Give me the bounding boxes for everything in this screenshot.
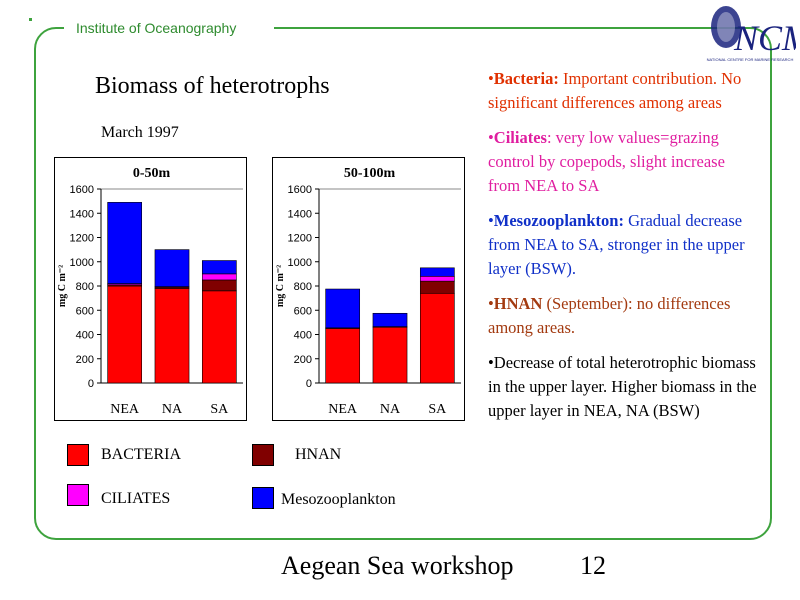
note-hnan: •HNAN (September): no differences among … [488, 294, 731, 337]
x-tick-label: SA [428, 402, 447, 417]
x-tick-label: NEA [328, 402, 358, 417]
legend-swatch-ciliates [67, 484, 89, 506]
y-axis-label: mg C m⁻² [275, 265, 286, 307]
x-tick-label: NA [162, 402, 183, 417]
bar-segment-bacteria [154, 288, 190, 384]
chart-50-100m-svg: 50-100m 0 200 400 600 800 1000 1200 1400 1600 mg C… [275, 166, 461, 417]
bar-segment-mesozooplankton [372, 312, 408, 327]
y-axis-label: mg C m⁻² [57, 265, 68, 307]
x-tick-label: NA [380, 402, 401, 417]
bar-segment-bacteria [201, 290, 237, 384]
chart-0-50m: 0-50m 0 200 400 600 800 1000 1200 1400 1600 mg C m… [54, 157, 247, 421]
x-tick-label: NEA [110, 402, 140, 417]
logo-text: NCMR [733, 18, 796, 58]
bar-segment-ciliates [201, 273, 237, 281]
note-ciliates: •Ciliates: very low values=grazing contr… [488, 128, 725, 195]
y-tick-label: 600 [76, 305, 94, 317]
bar-segment-mesozooplankton [107, 202, 143, 284]
y-tick-label: 600 [294, 305, 312, 317]
bar-segment-mesozooplankton [325, 288, 361, 329]
page-number: 12 [580, 551, 606, 580]
bar-segment-hnan [201, 279, 237, 292]
chart-title: 50-100m [344, 166, 396, 181]
legend-label-meso: Mesozooplankton [281, 491, 396, 508]
bar-segment-hnan [419, 280, 455, 294]
chart-title: 0-50m [133, 166, 171, 181]
y-tick-label: 400 [76, 330, 94, 342]
legend-label-bacteria: BACTERIA [101, 446, 181, 463]
legend-label-hnan: HNAN [295, 446, 342, 463]
legend-swatch-bacteria [67, 444, 89, 466]
y-tick-label: 0 [88, 378, 94, 390]
y-tick-label: 0 [306, 378, 312, 390]
slide-title: Biomass of heterotrophs [95, 73, 330, 99]
bar-segment-mesozooplankton [419, 267, 455, 277]
y-tick-label: 200 [76, 354, 94, 366]
corner-dot [29, 18, 32, 21]
legend-swatch-hnan [252, 444, 274, 466]
bar-segment-bacteria [372, 326, 408, 384]
bar-segment-bacteria [419, 292, 455, 384]
y-tick-label: 800 [76, 281, 94, 293]
institute-label: Institute of Oceanography [76, 20, 237, 36]
y-tick-label: 1200 [288, 233, 312, 245]
slide-date: March 1997 [101, 124, 179, 141]
bar-segment-bacteria [107, 285, 143, 384]
y-tick-label: 1000 [70, 257, 94, 269]
chart-0-50m-svg: 0-50m 0 200 400 600 800 1000 1200 1400 1600 mg C m… [57, 166, 243, 417]
note-total: •Decrease of total heterotrophic biomass… [488, 353, 757, 420]
chart-50-100m: 50-100m 0 200 400 600 800 1000 1200 1400 1600 mg C… [272, 157, 465, 421]
logo-subtext: NATIONAL CENTRE FOR MARINE RESEARCH [706, 57, 794, 62]
y-tick-label: 1600 [288, 184, 312, 196]
notes-list: •Bacteria: Important contribution. No si… [488, 67, 758, 434]
y-tick-label: 1000 [288, 257, 312, 269]
y-tick-label: 800 [294, 281, 312, 293]
legend-label-ciliates: CILIATES [101, 490, 171, 507]
note-mesozooplankton: •Mesozooplankton: Gradual decrease from … [488, 211, 745, 278]
legend-swatch-meso [252, 487, 274, 509]
bar-segment-mesozooplankton [201, 260, 237, 275]
y-tick-label: 1400 [70, 208, 94, 220]
note-bacteria: •Bacteria: Important contribution. No si… [488, 69, 742, 112]
y-tick-label: 400 [294, 330, 312, 342]
ncmr-logo: NCMR [696, 2, 800, 68]
bar-segment-mesozooplankton [154, 249, 190, 287]
y-tick-label: 1200 [70, 233, 94, 245]
y-tick-label: 1600 [70, 184, 94, 196]
footer-text: Aegean Sea workshop [281, 551, 514, 580]
slide-frame [34, 27, 772, 540]
bar-segment-ciliates [419, 276, 455, 282]
y-tick-label: 200 [294, 354, 312, 366]
x-tick-label: SA [210, 402, 229, 417]
bar-segment-bacteria [325, 328, 361, 384]
y-tick-label: 1400 [288, 208, 312, 220]
